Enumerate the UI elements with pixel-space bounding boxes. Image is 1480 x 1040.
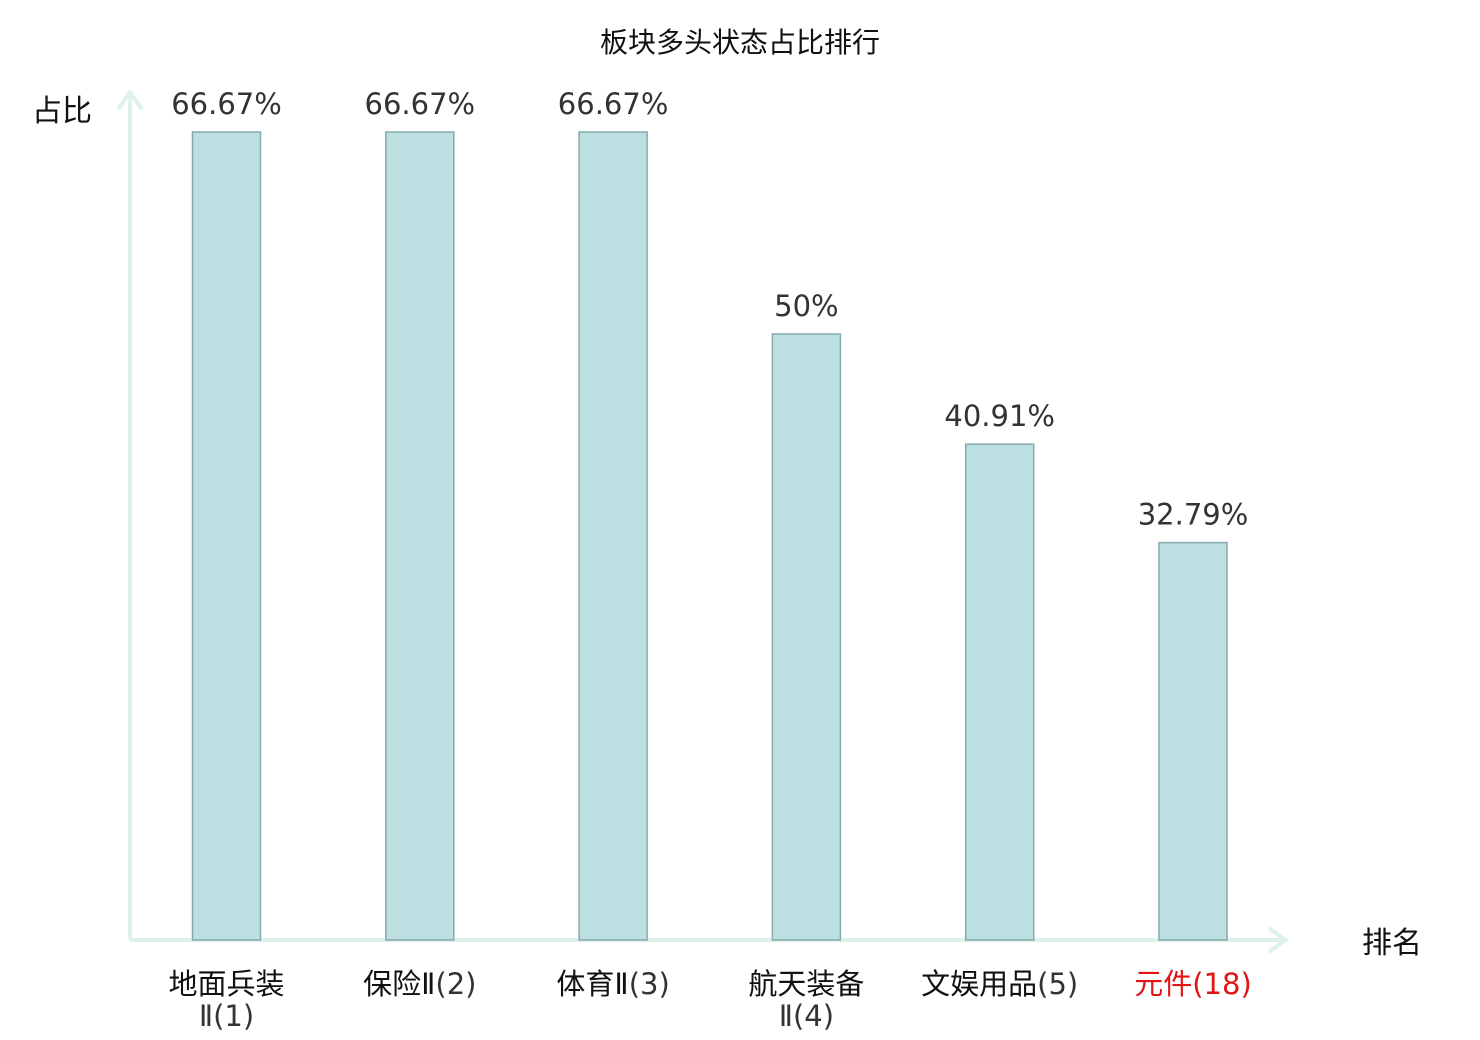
value-labels-group: 66.67% 66.67% 66.67% 50% 40.91% 32.79% (171, 87, 1248, 532)
bar-1 (191, 131, 262, 941)
bars-group (191, 131, 1228, 941)
category-label-6: 元件(18) (1134, 967, 1252, 1001)
value-label-6: 32.79% (1138, 498, 1249, 532)
category-name-line2: Ⅱ (199, 999, 213, 1033)
bar-6 (1158, 541, 1228, 941)
category-name-line2: Ⅱ (779, 999, 793, 1033)
value-label-4: 50% (774, 289, 838, 323)
bar-2 (385, 131, 455, 941)
category-name: 元件 (1134, 967, 1192, 1001)
x-axis: 排名 (130, 926, 1422, 961)
category-label-4: 航天装备 Ⅱ(4) (748, 967, 864, 1033)
x-axis-label: 排名 (1362, 926, 1422, 961)
category-rank: (2) (435, 967, 476, 1001)
category-name: 保险Ⅱ (363, 967, 435, 1001)
category-name-line1: 地面兵装 (168, 967, 284, 1001)
category-rank: (4) (793, 999, 834, 1033)
category-label-1: 地面兵装 Ⅱ(1) (168, 967, 284, 1033)
category-rank: (18) (1192, 967, 1252, 1001)
bar-3 (578, 131, 648, 941)
value-label-1: 66.67% (171, 87, 282, 121)
category-rank: (3) (629, 967, 670, 1001)
y-axis-label: 占比 (32, 94, 92, 129)
y-axis: 占比 (32, 90, 143, 940)
category-label-2: 保险Ⅱ(2) (363, 967, 476, 1001)
value-label-5: 40.91% (944, 399, 1055, 433)
category-labels-group: 地面兵装 Ⅱ(1)保险Ⅱ(2) 体育Ⅱ(3) 航天装备 Ⅱ(4)文娱用品(5) 元件(18… (168, 967, 1251, 1033)
category-label-5: 文娱用品(5) (921, 967, 1078, 1001)
bar-4 (771, 333, 842, 941)
category-name: 体育Ⅱ (556, 967, 628, 1001)
x-axis-arrowhead (1268, 927, 1288, 953)
category-name: 文娱用品 (921, 967, 1037, 1001)
value-label-3: 66.67% (558, 87, 669, 121)
category-rank: (1) (213, 999, 254, 1033)
y-axis-arrowhead (117, 90, 143, 110)
category-rank: (5) (1037, 967, 1078, 1001)
category-name-line1: 航天装备 (748, 967, 864, 1001)
chart-title: 板块多头状态占比排行 (600, 26, 880, 59)
value-label-2: 66.67% (365, 87, 476, 121)
bar-5 (964, 443, 1035, 941)
category-label-3: 体育Ⅱ(3) (556, 967, 669, 1001)
